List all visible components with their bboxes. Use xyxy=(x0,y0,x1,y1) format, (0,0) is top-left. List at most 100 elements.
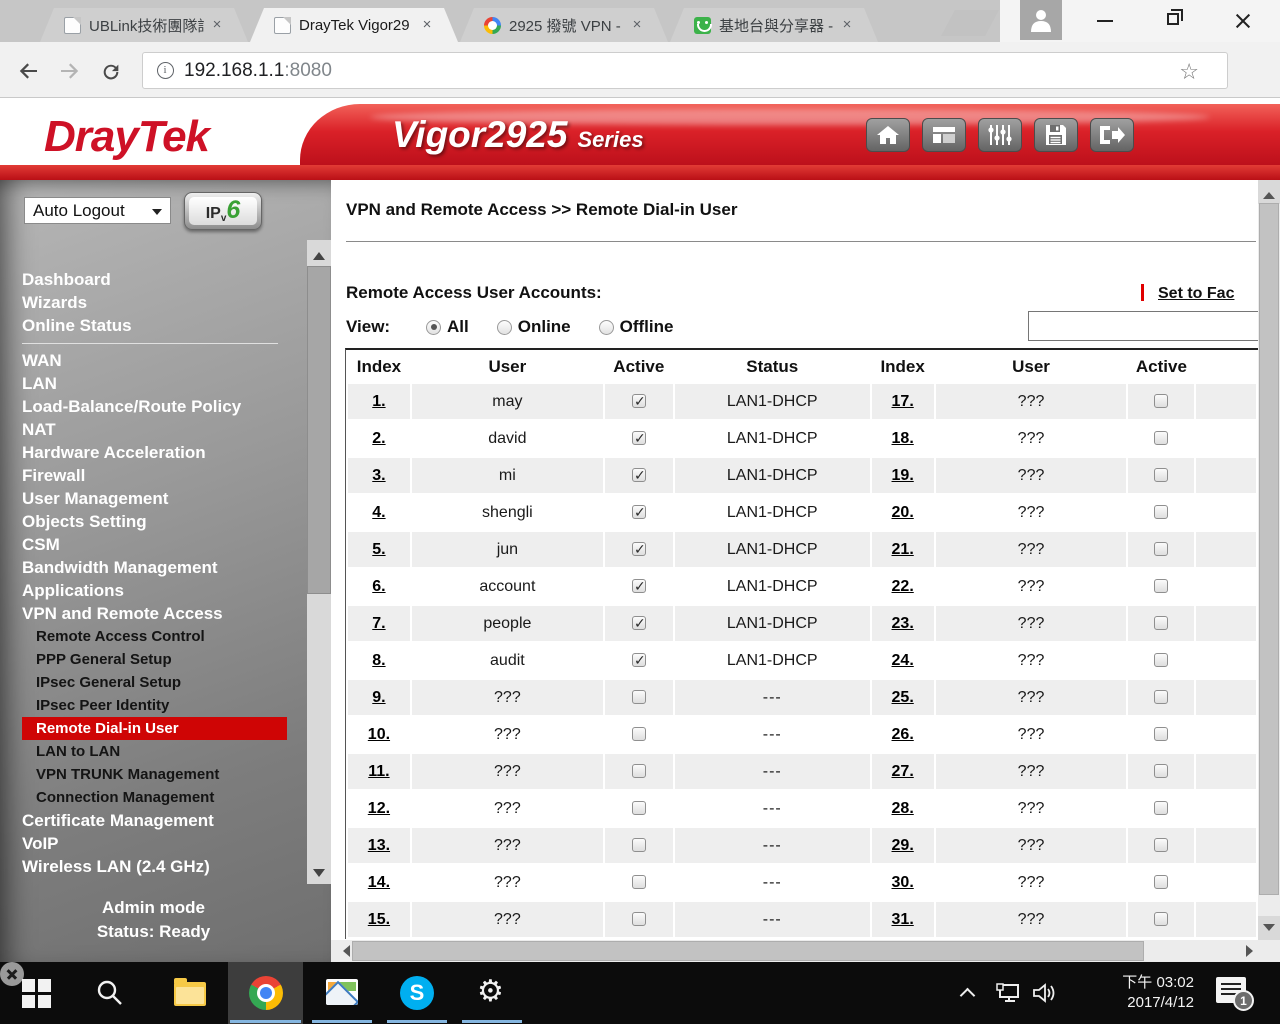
profile-avatar[interactable] xyxy=(1020,0,1062,40)
active-checkbox[interactable] xyxy=(1154,505,1169,520)
sidebar-item-connection-management[interactable]: Connection Management xyxy=(36,789,215,806)
index-link[interactable]: 12. xyxy=(367,799,391,817)
index-link[interactable]: 8. xyxy=(372,651,386,669)
vertical-scrollbar[interactable] xyxy=(1258,180,1280,940)
sidebar-item-firewall[interactable]: Firewall xyxy=(22,466,86,485)
tab-close-icon[interactable] xyxy=(418,16,436,34)
home-button[interactable] xyxy=(866,118,910,152)
scroll-up-arrow[interactable] xyxy=(307,240,331,264)
active-checkbox[interactable] xyxy=(631,578,647,595)
index-link[interactable]: 21. xyxy=(891,540,914,558)
active-checkbox[interactable] xyxy=(1154,653,1169,668)
search-button[interactable] xyxy=(95,978,123,1011)
index-link[interactable]: 11. xyxy=(368,762,390,780)
sidebar-item-user-management[interactable]: User Management xyxy=(22,489,169,508)
radio-button[interactable] xyxy=(496,319,512,335)
index-link[interactable]: 4. xyxy=(372,503,386,521)
index-link[interactable]: 26. xyxy=(891,725,914,743)
radio-button[interactable] xyxy=(598,319,614,335)
active-checkbox[interactable] xyxy=(631,615,647,632)
active-checkbox[interactable] xyxy=(1154,394,1169,409)
active-checkbox[interactable] xyxy=(1154,838,1169,853)
ipv6-button[interactable]: IPv6 xyxy=(184,192,262,230)
index-link[interactable]: 5. xyxy=(372,540,386,558)
active-checkbox[interactable] xyxy=(631,393,647,410)
address-bar[interactable]: 192.168.1.1:8080 xyxy=(142,52,1228,89)
browser-tab-4[interactable]: 基地台與分享器 - xyxy=(670,8,878,42)
sidebar-item-ipsec-peer-identity[interactable]: IPsec Peer Identity xyxy=(36,697,170,714)
index-link[interactable]: 23. xyxy=(891,614,914,632)
index-link[interactable]: 25. xyxy=(891,688,914,706)
browser-tab-1[interactable]: UBLink技術團隊討 xyxy=(40,8,248,42)
window-restore-button[interactable] xyxy=(1150,0,1196,40)
auto-logout-select[interactable]: Auto Logout xyxy=(24,197,171,224)
index-link[interactable]: 17. xyxy=(891,392,914,410)
sidebar-item-lan[interactable]: LAN xyxy=(22,374,57,393)
sidebar-item-nat[interactable]: NAT xyxy=(22,420,56,439)
active-checkbox[interactable] xyxy=(631,467,647,484)
scroll-down-arrow[interactable] xyxy=(1258,916,1280,940)
view-option-online[interactable]: Online xyxy=(496,317,571,337)
radio-button[interactable] xyxy=(426,319,441,335)
index-link[interactable]: 6. xyxy=(372,577,386,595)
active-checkbox[interactable] xyxy=(631,801,646,816)
notification-center-button[interactable]: 1 xyxy=(1216,977,1254,1011)
active-checkbox[interactable] xyxy=(1154,542,1169,557)
index-link[interactable]: 7. xyxy=(372,614,386,632)
view-option-offline[interactable]: Offline xyxy=(598,317,673,337)
index-link[interactable]: 13. xyxy=(367,836,391,854)
index-link[interactable]: 20. xyxy=(891,503,914,521)
browser-tab-2[interactable]: DrayTek Vigor29 xyxy=(250,8,458,42)
sidebar-item-voip[interactable]: VoIP xyxy=(22,834,59,853)
index-link[interactable]: 30. xyxy=(891,873,914,891)
active-checkbox[interactable] xyxy=(1154,431,1169,446)
active-checkbox[interactable] xyxy=(631,875,646,890)
back-button[interactable] xyxy=(12,54,46,88)
window-minimize-button[interactable] xyxy=(1082,0,1128,40)
index-link[interactable]: 28. xyxy=(891,799,914,817)
index-link[interactable]: 19. xyxy=(891,466,914,484)
active-checkbox[interactable] xyxy=(1154,801,1169,816)
active-checkbox[interactable] xyxy=(631,764,646,779)
tab-close-icon[interactable] xyxy=(208,16,226,34)
sidebar-scrollbar-thumb[interactable] xyxy=(307,266,331,594)
settings-button[interactable] xyxy=(978,118,1022,152)
set-to-factory-link[interactable]: Set to Fac xyxy=(1158,285,1235,302)
scroll-right-arrow[interactable] xyxy=(1238,940,1258,962)
sidebar-item-objects-setting[interactable]: Objects Setting xyxy=(22,512,147,531)
bookmark-star-icon[interactable] xyxy=(1179,59,1199,85)
index-link[interactable]: 15. xyxy=(367,910,391,928)
mail-button[interactable] xyxy=(326,979,358,1005)
scroll-up-arrow[interactable] xyxy=(1258,180,1280,204)
dashboard-button[interactable] xyxy=(922,118,966,152)
disconnected-status-icon[interactable] xyxy=(0,962,24,986)
sidebar-item-vpn-trunk-management[interactable]: VPN TRUNK Management xyxy=(36,766,220,783)
sidebar-item-lan-to-lan[interactable]: LAN to LAN xyxy=(36,743,121,760)
index-link[interactable]: 9. xyxy=(372,688,386,706)
sidebar-item-hardware-acceleration[interactable]: Hardware Acceleration xyxy=(22,443,206,462)
index-link[interactable]: 22. xyxy=(891,577,914,595)
active-checkbox[interactable] xyxy=(631,430,647,447)
reload-button[interactable] xyxy=(94,54,128,88)
view-option-all[interactable]: All xyxy=(426,317,469,337)
active-checkbox[interactable] xyxy=(1154,764,1169,779)
sidebar-item-csm[interactable]: CSM xyxy=(22,535,60,554)
volume-icon[interactable] xyxy=(1032,983,1056,1008)
sidebar-item-dashboard[interactable]: Dashboard xyxy=(22,270,111,289)
index-link[interactable]: 3. xyxy=(372,466,386,484)
index-link[interactable]: 29. xyxy=(891,836,914,854)
index-link[interactable]: 2. xyxy=(372,429,386,447)
network-icon[interactable] xyxy=(996,983,1020,1008)
vertical-scrollbar-thumb[interactable] xyxy=(1259,203,1279,895)
active-checkbox[interactable] xyxy=(631,652,647,669)
index-link[interactable]: 18. xyxy=(891,429,914,447)
active-checkbox[interactable] xyxy=(1154,690,1169,705)
active-checkbox[interactable] xyxy=(631,912,646,927)
index-link[interactable]: 24. xyxy=(891,651,914,669)
active-checkbox[interactable] xyxy=(1154,875,1169,890)
horizontal-scrollbar[interactable] xyxy=(331,940,1258,962)
sidebar-item-remote-dial-in-user[interactable]: Remote Dial-in User xyxy=(22,717,287,740)
sidebar-item-vpn-and-remote-access[interactable]: VPN and Remote Access xyxy=(22,604,223,623)
active-checkbox[interactable] xyxy=(1154,912,1169,927)
active-checkbox[interactable] xyxy=(631,541,647,558)
